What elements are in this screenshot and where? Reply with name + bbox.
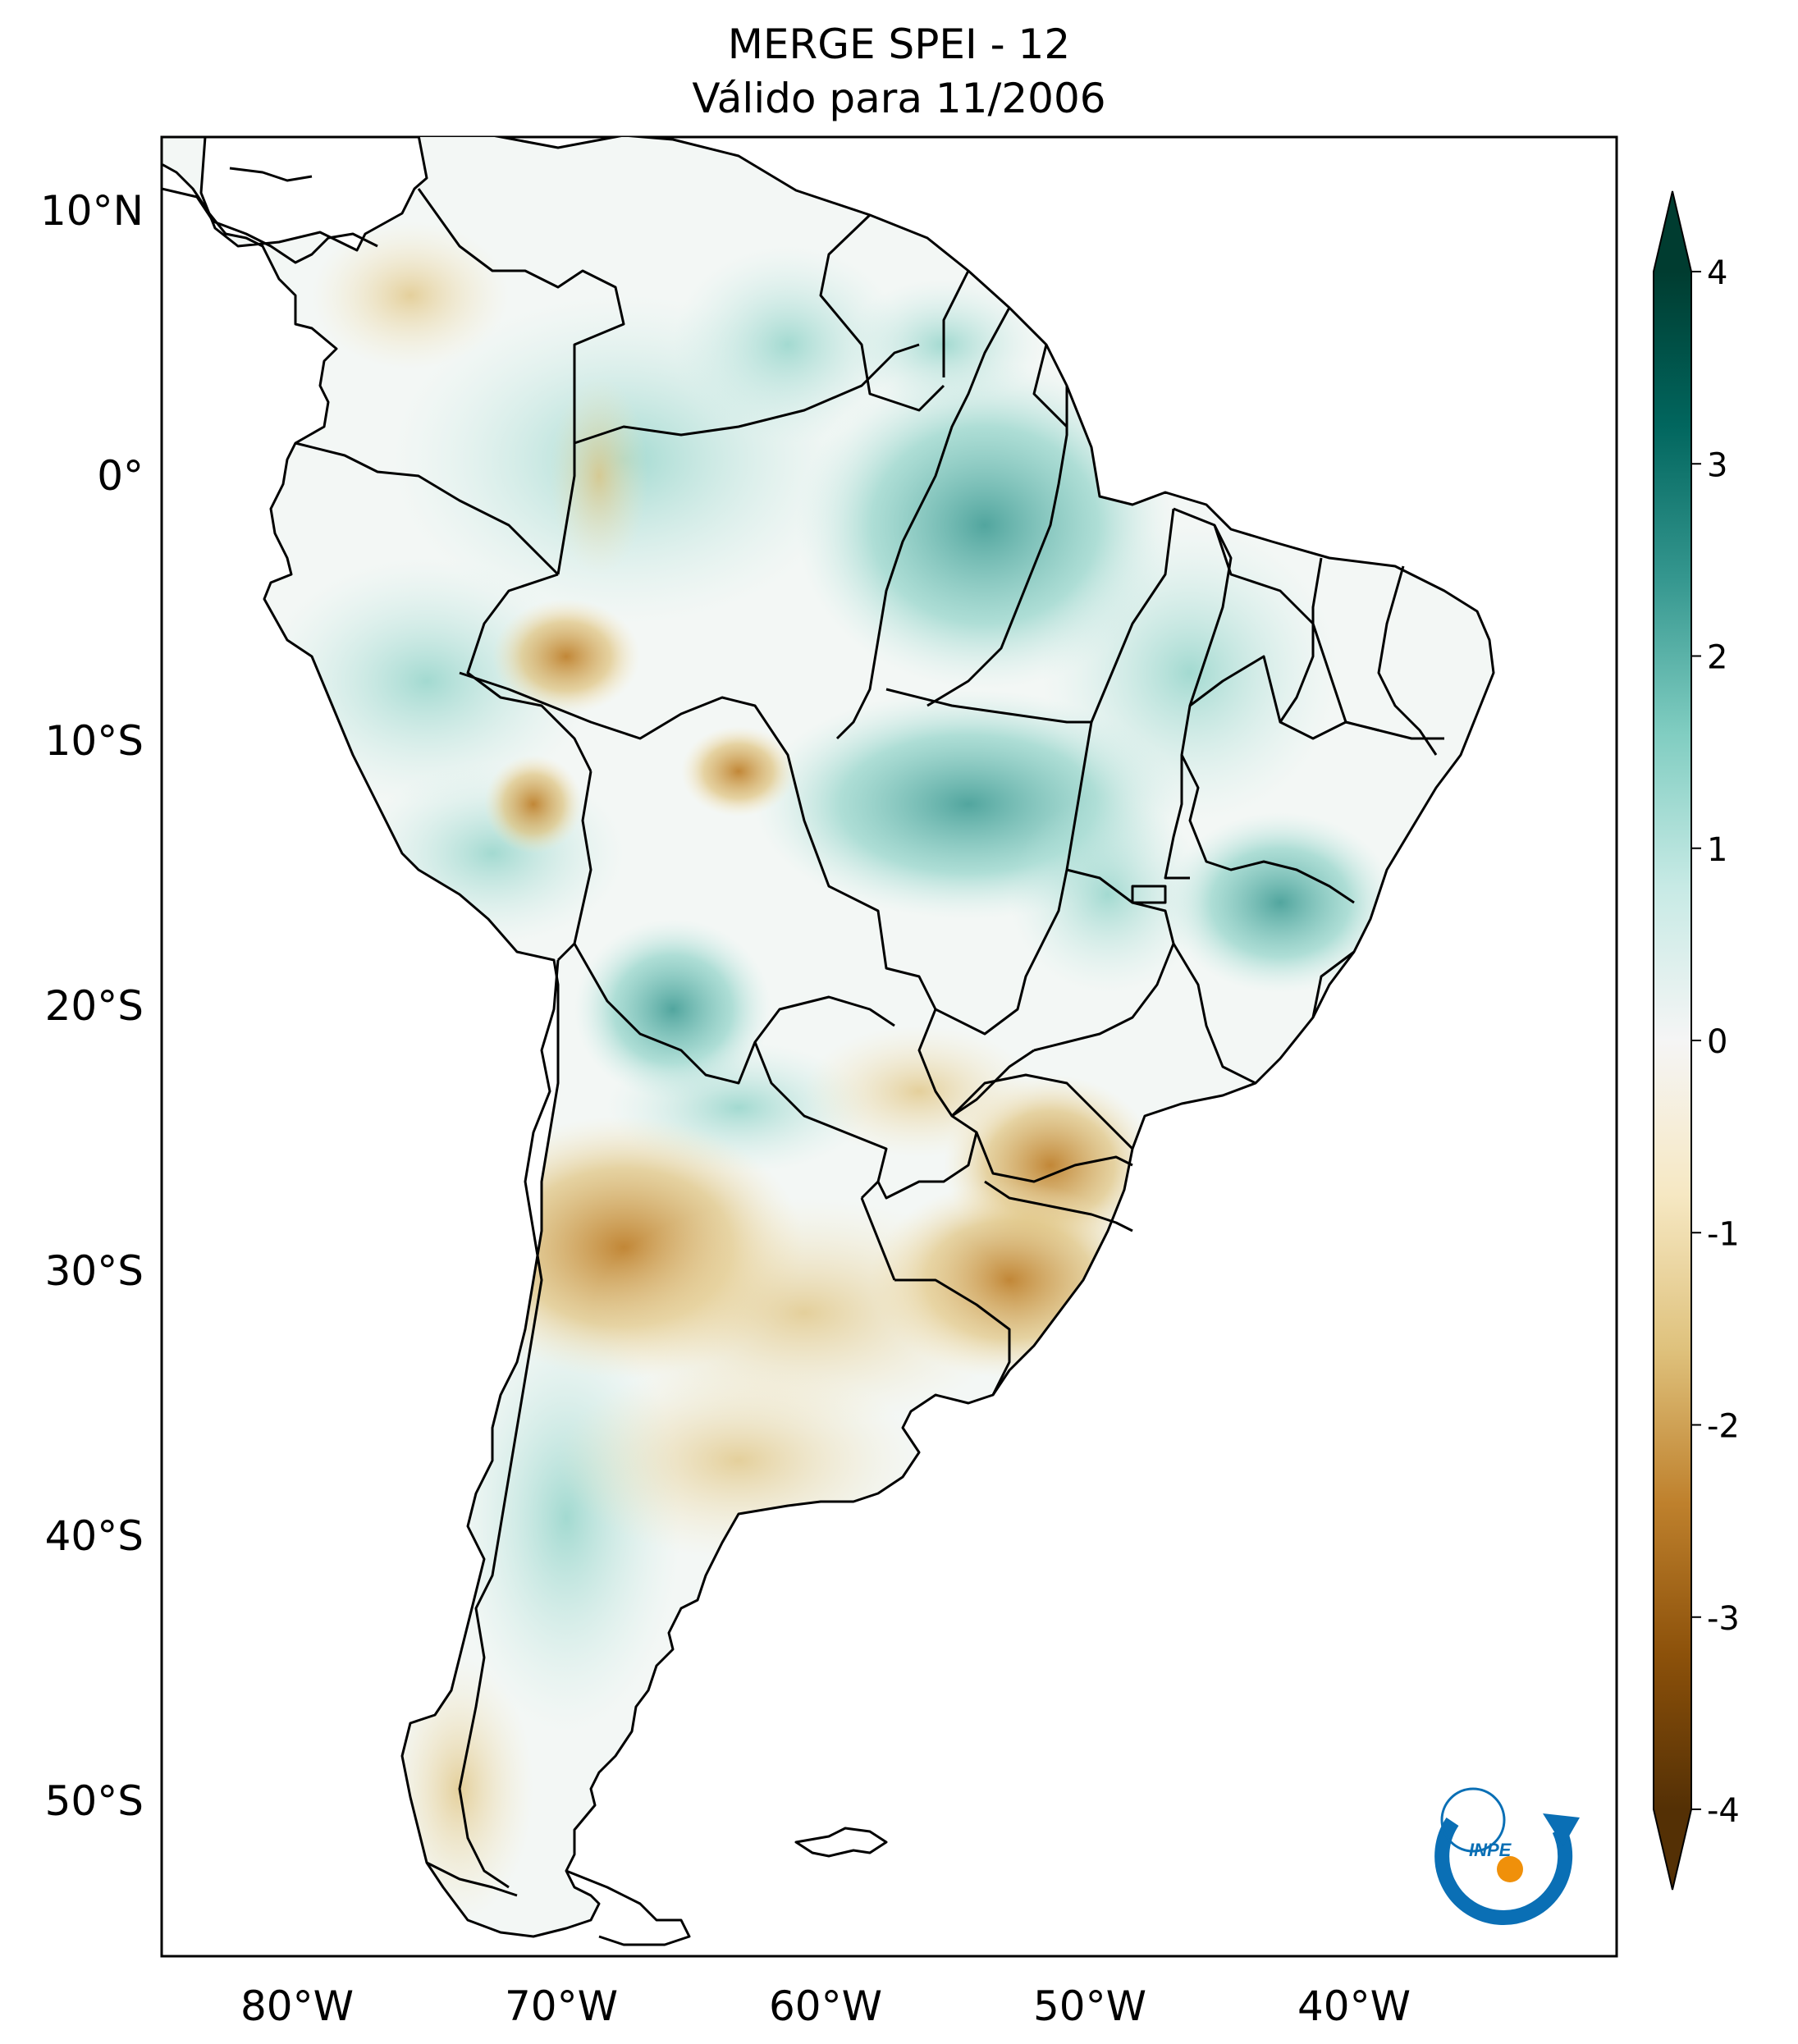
colorbar-tick-label: 0 (1707, 1023, 1727, 1061)
title-line-2: Válido para 11/2006 (692, 75, 1106, 122)
lat-tick-label: 10°N (40, 187, 144, 235)
borders (162, 137, 1495, 1946)
lat-ticks: 10°N 0° 10°S 20°S 30°S 40°S 50°S (40, 187, 144, 1825)
lat-tick-label: 20°S (45, 982, 144, 1030)
lat-tick-label: 0° (97, 452, 144, 500)
logo-text: INPE (1469, 1840, 1512, 1860)
lat-tick-label: 40°S (45, 1512, 144, 1560)
lat-tick-label: 50°S (45, 1777, 144, 1825)
spei-field (263, 222, 1395, 1920)
lat-tick-label: 30°S (45, 1247, 144, 1295)
lon-ticks: 80°W 70°W 60°W 50°W 40°W (240, 1982, 1411, 2030)
colorbar-extend-max (1654, 191, 1691, 272)
colorbar-ticks: 4 3 2 1 0 -1 -2 -3 -4 (1691, 254, 1740, 1830)
logo-sun (1497, 1856, 1523, 1882)
lon-tick-label: 40°W (1297, 1982, 1411, 2030)
colorbar-tick-label: 3 (1707, 446, 1727, 484)
lon-tick-label: 50°W (1033, 1982, 1146, 2030)
colorbar-tick-label: -4 (1707, 1792, 1740, 1830)
logo-arrow (1543, 1813, 1580, 1846)
colorbar-tick-label: 2 (1707, 639, 1727, 677)
colorbar-tick-label: -3 (1707, 1600, 1740, 1638)
lon-tick-label: 70°W (505, 1982, 618, 2030)
colorbar: 4 3 2 1 0 -1 -2 -3 -4 (1653, 190, 1740, 1891)
lon-tick-label: 60°W (769, 1982, 882, 2030)
colorbar-extend-min (1654, 1809, 1691, 1890)
logo-swoosh (1434, 1817, 1573, 1925)
lon-tick-label: 80°W (240, 1982, 354, 2030)
title-line-1: MERGE SPEI - 12 (727, 21, 1071, 68)
colorbar-tick-label: -1 (1707, 1215, 1740, 1253)
colorbar-body (1654, 272, 1691, 1809)
lat-tick-label: 10°S (45, 717, 144, 765)
logo-ring (1440, 1787, 1506, 1853)
colorbar-tick-label: 4 (1707, 254, 1727, 292)
colorbar-tick-label: 1 (1707, 831, 1727, 869)
inpe-logo: INPE (1434, 1787, 1580, 1925)
colorbar-tick-label: -2 (1707, 1408, 1740, 1446)
